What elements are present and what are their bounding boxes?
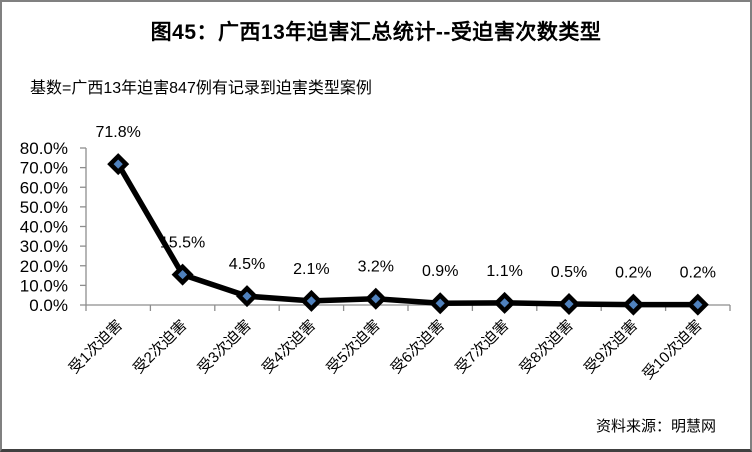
chart-subtitle: 基数=广西13年迫害847例有记录到迫害类型案例 (30, 80, 372, 97)
x-category-label: 受4次迫害 (259, 317, 319, 377)
data-point-label: 0.9% (422, 263, 458, 280)
x-category-label: 受6次迫害 (388, 317, 448, 377)
data-point-label: 2.1% (293, 261, 329, 278)
data-point-label: 0.5% (551, 264, 587, 281)
y-tick-label: 70.0% (20, 159, 68, 178)
x-category-label: 受7次迫害 (452, 317, 512, 377)
y-tick-label: 80.0% (20, 139, 68, 158)
data-point-label: 1.1% (486, 263, 522, 280)
source-note: 资料来源：明慧网 (595, 418, 716, 435)
data-point-marker (242, 291, 252, 301)
x-category-label: 受2次迫害 (130, 317, 190, 377)
data-point-label: 3.2% (358, 259, 394, 276)
data-point-marker (628, 300, 638, 310)
series-line (115, 162, 698, 308)
y-tick-label: 10.0% (20, 276, 68, 295)
data-point-label: 0.2% (680, 265, 716, 282)
data-point-marker (564, 299, 574, 309)
x-category-label: 受3次迫害 (194, 317, 254, 377)
x-category-label: 受8次迫害 (516, 317, 576, 377)
data-point-marker (693, 300, 703, 310)
data-point-label: 0.2% (615, 265, 651, 282)
x-category-label: 受1次迫害 (66, 317, 126, 377)
x-category-label: 受9次迫害 (581, 317, 641, 377)
data-point-label: 71.8% (96, 124, 141, 141)
y-tick-label: 30.0% (20, 237, 68, 256)
x-category-label: 受5次迫害 (323, 317, 383, 377)
chart-title: 图45：广西13年迫害汇总统计--受迫害次数类型 (150, 21, 602, 44)
data-point-marker (371, 294, 381, 304)
data-point-marker (435, 298, 445, 308)
data-point-marker (178, 269, 188, 280)
x-category-label: 受10次迫害 (639, 317, 705, 383)
data-point-label: 4.5% (229, 256, 265, 273)
data-point-label: 15.5% (160, 235, 205, 252)
y-tick-label: 0.0% (29, 296, 68, 315)
y-tick-label: 20.0% (20, 257, 68, 276)
data-point-marker (500, 298, 510, 308)
y-tick-label: 50.0% (20, 198, 68, 217)
y-tick-label: 40.0% (20, 218, 68, 237)
data-point-marker (306, 296, 316, 306)
data-point-marker (113, 159, 123, 169)
y-tick-label: 60.0% (20, 178, 68, 197)
